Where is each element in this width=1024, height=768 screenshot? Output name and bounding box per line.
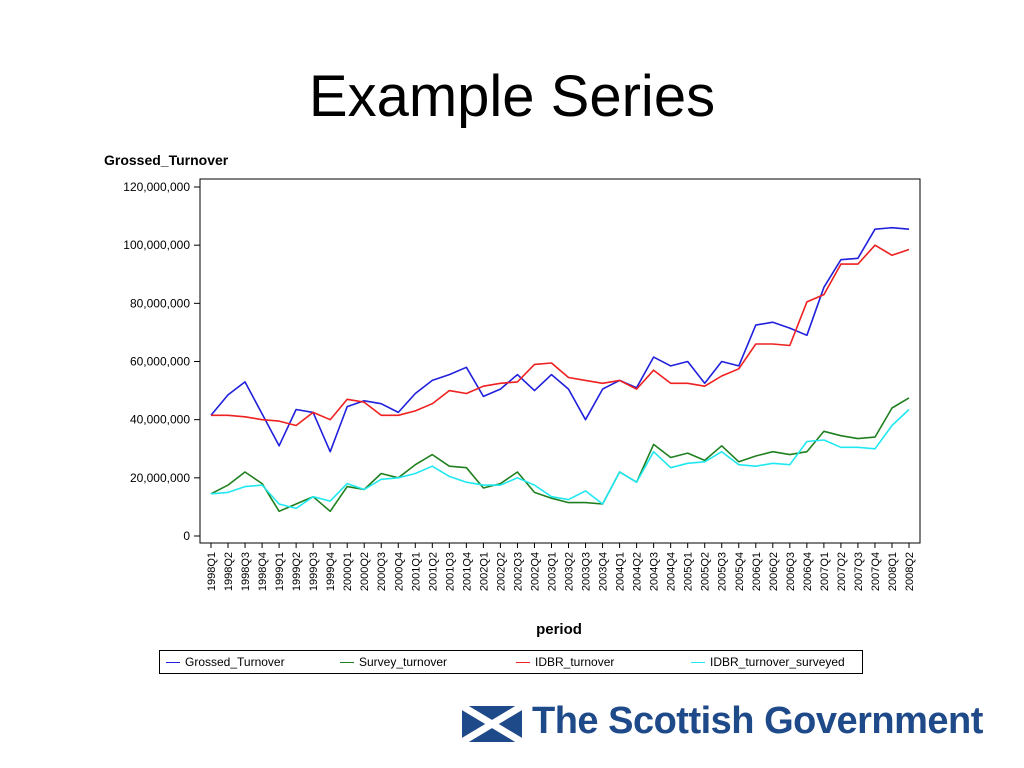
series-line-grossed-turnover: [210, 226, 910, 453]
x-tick-label: 2000Q3: [376, 552, 388, 591]
x-tick-label: 2004Q4: [666, 552, 678, 591]
x-tick-label: 2006Q4: [802, 552, 814, 591]
y-tick-label: 100,000,000: [123, 238, 190, 252]
x-tick-label: 2001Q2: [427, 552, 439, 591]
x-tick-label: 2008Q1: [887, 552, 899, 591]
y-axis: 0 20,000,000 40,000,000 60,000,000 80,000,00…: [123, 180, 200, 543]
x-tick-label: 2002Q2: [495, 552, 507, 591]
series-line-survey-turnover: [210, 397, 910, 513]
x-tick-label: 2003Q4: [598, 552, 610, 591]
x-tick-label: 2003Q1: [546, 552, 558, 591]
x-tick-label: 2003Q2: [564, 552, 576, 591]
y-tick-label: 20,000,000: [130, 471, 190, 485]
x-tick-label: 2002Q4: [529, 552, 541, 591]
y-tick-label: 0: [183, 529, 190, 543]
x-tick-label: 2002Q1: [478, 552, 490, 591]
series-layer: [210, 226, 910, 513]
x-tick-label: 2001Q4: [461, 552, 473, 591]
x-tick-label: 2007Q4: [870, 552, 882, 591]
legend-swatch: [340, 661, 354, 663]
x-tick-label: 2007Q3: [853, 552, 865, 591]
legend-label: Survey_turnover: [359, 655, 448, 669]
x-tick-label: 2006Q3: [785, 552, 797, 591]
x-tick-label: 2001Q1: [410, 552, 422, 591]
legend-swatch: [166, 661, 180, 663]
slide-title: Example Series: [308, 64, 716, 129]
legend-item: IDBR_turnover_surveyed: [691, 651, 845, 673]
x-tick-label: 1999Q2: [291, 552, 303, 591]
x-tick-label: 2003Q3: [581, 552, 593, 591]
y-tick-label: 80,000,000: [130, 296, 190, 310]
x-axis-label: period: [536, 621, 582, 638]
legend-label: IDBR_turnover_surveyed: [710, 655, 845, 669]
legend-swatch: [516, 661, 530, 663]
brand-logo: The Scottish Government: [462, 700, 983, 750]
y-axis-label: Grossed_Turnover: [104, 152, 229, 168]
legend-item: Grossed_Turnover: [166, 651, 285, 673]
x-tick-label: 2000Q4: [393, 552, 405, 591]
x-axis: 1998Q1 1998Q2 1998Q3 1998Q4 1999Q1 1999Q2 1999…: [206, 543, 916, 591]
legend-swatch: [691, 661, 705, 663]
x-tick-label: 2004Q2: [632, 552, 644, 591]
x-tick-label: 1998Q4: [257, 552, 269, 591]
x-tick-label: 2004Q1: [615, 552, 627, 591]
x-tick-label: 1999Q1: [274, 552, 286, 591]
x-tick-label: 1998Q2: [223, 552, 235, 591]
legend-item: Survey_turnover: [340, 651, 447, 673]
x-tick-label: 1998Q1: [206, 552, 218, 591]
brand-name: The Scottish Government: [532, 700, 983, 742]
y-tick-label: 40,000,000: [130, 413, 190, 427]
x-tick-label: 1999Q3: [308, 552, 320, 591]
series-line-idbr-turnover: [211, 244, 910, 427]
x-tick-label: 2005Q4: [734, 552, 746, 591]
x-tick-label: 2004Q3: [649, 552, 661, 591]
x-tick-label: 2002Q3: [512, 552, 524, 591]
x-tick-label: 2001Q3: [444, 552, 456, 591]
x-tick-label: 2005Q2: [700, 552, 712, 591]
y-tick-label: 60,000,000: [130, 355, 190, 369]
plot-area: [199, 178, 921, 544]
x-tick-label: 2006Q2: [768, 552, 780, 591]
legend-item: IDBR_turnover: [516, 651, 614, 673]
x-tick-label: 2008Q2: [904, 552, 916, 591]
legend-label: Grossed_Turnover: [185, 655, 285, 669]
x-tick-label: 2005Q3: [717, 552, 729, 591]
x-tick-label: 2007Q2: [836, 552, 848, 591]
legend-label: IDBR_turnover: [535, 655, 615, 669]
legend: Grossed_Turnover Survey_turnover IDBR_tu…: [159, 650, 863, 674]
series-line-idbr-turnover-surveyed: [210, 408, 910, 510]
x-tick-label: 1998Q3: [240, 552, 252, 591]
x-tick-label: 2007Q1: [819, 552, 831, 591]
x-tick-label: 2000Q1: [342, 552, 354, 591]
x-tick-label: 1999Q4: [325, 552, 337, 591]
x-tick-label: 2005Q1: [683, 552, 695, 591]
y-tick-label: 120,000,000: [123, 180, 190, 194]
saltire-flag-icon: [462, 706, 522, 742]
x-tick-label: 2000Q2: [359, 552, 371, 591]
x-tick-label: 2006Q1: [751, 552, 763, 591]
